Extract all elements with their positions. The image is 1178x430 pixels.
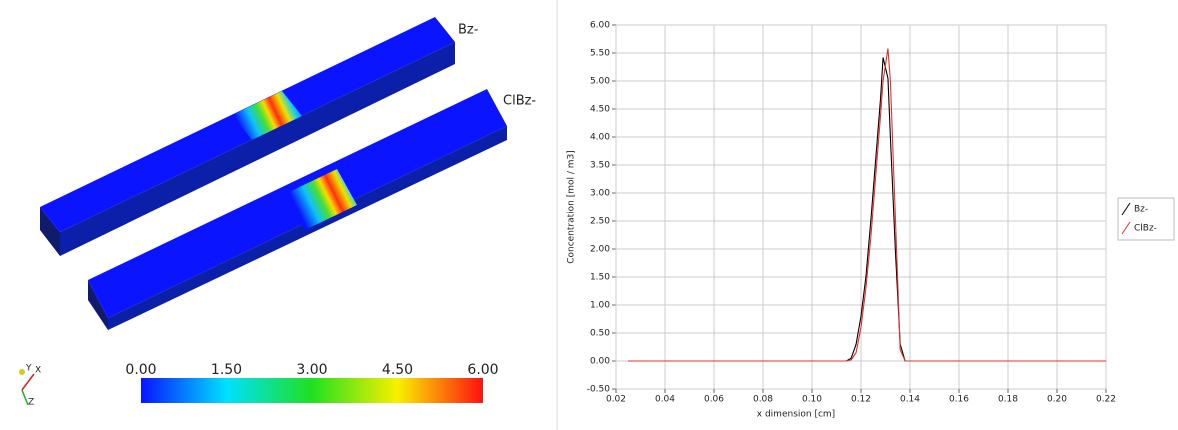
x-tick-label: 0.02 <box>606 395 626 405</box>
y-tick-label: 1.50 <box>590 273 610 283</box>
y-tick-label: 5.00 <box>590 77 610 87</box>
bar-side <box>60 42 455 256</box>
axis-glyph-label: X <box>35 366 41 376</box>
y-tick-label: 3.50 <box>590 161 610 171</box>
bar-end <box>88 280 108 330</box>
bar-end <box>40 207 60 256</box>
legend-swatch <box>1121 221 1131 235</box>
line-chart: x dimension [cm] Concentration [mol / m3… <box>567 21 1175 420</box>
colorbar-tick-label: 0.00 <box>125 362 156 378</box>
y-tick-label: 4.50 <box>590 105 610 115</box>
y-tick-label: 0.50 <box>590 329 610 339</box>
y-axis-label: Concentration [mol / m3] <box>567 150 577 264</box>
series-line <box>628 48 1106 362</box>
x-tick-label: 0.04 <box>655 395 675 405</box>
colorbar-tick-label: 6.00 <box>467 362 498 378</box>
x-tick-label: 0.18 <box>998 395 1018 405</box>
x-axis-label: x dimension [cm] <box>757 410 835 420</box>
x-tick-label: 0.20 <box>1047 395 1067 405</box>
y-tick-label: 6.00 <box>590 21 610 31</box>
legend-box <box>1117 197 1175 241</box>
x-tick-label: 0.12 <box>851 395 871 405</box>
legend-label: Bz- <box>1134 205 1148 215</box>
series-line <box>628 57 1106 362</box>
legend-label: ClBz- <box>1134 224 1157 234</box>
legend-swatch <box>1121 202 1131 216</box>
colorbar-tick-label: 3.00 <box>296 362 327 378</box>
x-tick-label: 0.08 <box>753 395 773 405</box>
y-tick-label: 2.00 <box>590 245 610 255</box>
colorbar-tick-label: 4.50 <box>382 362 413 378</box>
y-tick-label: 1.00 <box>590 301 610 311</box>
x-tick-label: 0.14 <box>900 395 920 405</box>
axis-glyph-label: Y <box>25 364 32 374</box>
axis-glyph <box>21 389 29 406</box>
bar-band <box>232 91 302 140</box>
axis-glyph-label: Z <box>28 398 34 408</box>
y-tick-label: 4.00 <box>590 133 610 143</box>
y-tick-label: -0.50 <box>587 385 611 395</box>
axis-glyph <box>21 373 35 391</box>
render-label: Bz- <box>458 23 479 38</box>
y-tick-label: 3.00 <box>590 189 610 199</box>
x-tick-label: 0.22 <box>1096 395 1116 405</box>
y-tick-label: 2.50 <box>590 217 610 227</box>
colorbar <box>141 378 483 403</box>
render-view: Bz- ClBz- 0.00 1.50 3.00 4.50 6.00 Y X Z <box>19 17 536 408</box>
render-label: ClBz- <box>503 94 536 109</box>
axis-glyph <box>19 369 25 375</box>
x-tick-label: 0.16 <box>949 395 969 405</box>
bar-band <box>285 169 357 230</box>
x-tick-label: 0.10 <box>802 395 822 405</box>
y-tick-label: 5.50 <box>590 49 610 59</box>
x-tick-label: 0.06 <box>704 395 724 405</box>
y-tick-label: 0.00 <box>590 357 610 367</box>
colorbar-ticks: 0.00 1.50 3.00 4.50 6.00 <box>125 362 498 378</box>
colorbar-tick-label: 1.50 <box>211 362 242 378</box>
